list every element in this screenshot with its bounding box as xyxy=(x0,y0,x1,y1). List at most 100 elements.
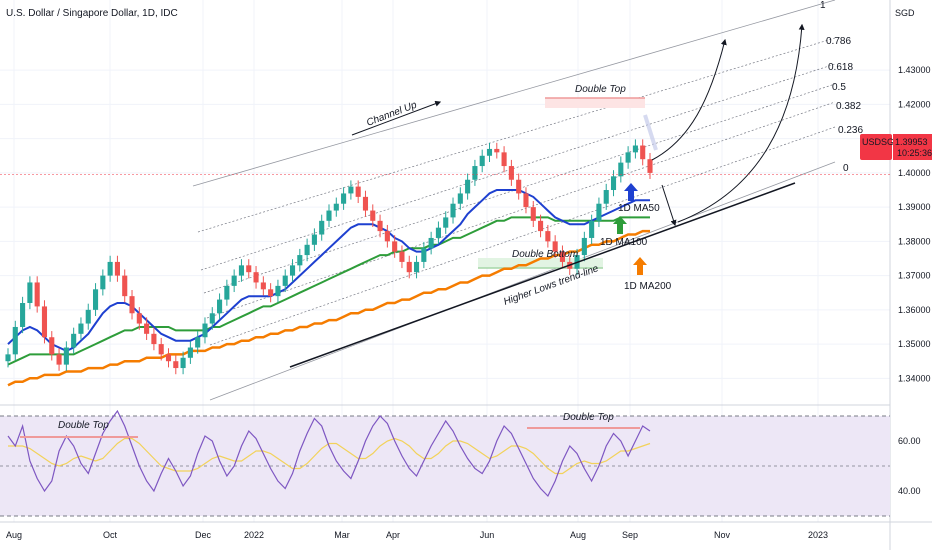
ma200-line xyxy=(7,229,650,387)
candle-body[interactable] xyxy=(413,261,420,273)
candle-body[interactable] xyxy=(71,333,77,348)
candle-body[interactable] xyxy=(27,282,33,303)
candle-body[interactable] xyxy=(618,162,624,177)
candle-body[interactable] xyxy=(530,207,536,221)
candle-body[interactable] xyxy=(596,203,602,221)
higher-lows-trendline[interactable] xyxy=(289,182,796,368)
candle-body[interactable] xyxy=(100,275,106,290)
candle-body[interactable] xyxy=(122,275,128,297)
candle-body[interactable] xyxy=(114,261,120,276)
candle-body[interactable] xyxy=(282,275,288,286)
candle-body[interactable] xyxy=(136,313,142,324)
candle-body[interactable] xyxy=(632,145,638,153)
candle-body[interactable] xyxy=(465,179,471,194)
price-axis[interactable]: 1.430001.420001.410001.400001.390001.380… xyxy=(898,65,931,383)
candle-body[interactable] xyxy=(516,179,522,194)
candle-body[interactable] xyxy=(355,186,361,197)
candle-body[interactable] xyxy=(5,354,11,362)
candle-body[interactable] xyxy=(479,155,485,167)
candle-body[interactable] xyxy=(92,289,99,310)
candle-body[interactable] xyxy=(78,323,84,334)
candle-body[interactable] xyxy=(151,333,157,345)
candle-body[interactable] xyxy=(304,244,310,256)
candle-body[interactable] xyxy=(552,241,558,252)
candle-body[interactable] xyxy=(443,217,449,228)
candle-body[interactable] xyxy=(538,220,544,232)
candle-body[interactable] xyxy=(610,176,617,191)
candle-body[interactable] xyxy=(603,190,609,204)
candle-body[interactable] xyxy=(399,251,405,262)
candle-body[interactable] xyxy=(319,220,325,235)
candle-body[interactable] xyxy=(180,357,186,369)
candle-body[interactable] xyxy=(450,203,456,218)
candle-body[interactable] xyxy=(238,265,245,276)
candle-body[interactable] xyxy=(107,261,113,276)
candle-body[interactable] xyxy=(508,166,514,180)
candle-body[interactable] xyxy=(34,282,40,307)
candle-body[interactable] xyxy=(581,237,587,256)
candle-body[interactable] xyxy=(246,265,252,273)
candle-body[interactable] xyxy=(472,166,478,180)
candle-body[interactable] xyxy=(406,261,412,273)
candle-body[interactable] xyxy=(457,193,463,204)
fib-label: 0.5 xyxy=(832,82,846,93)
candle-body[interactable] xyxy=(647,159,653,173)
candle-body[interactable] xyxy=(20,303,26,327)
candle-body[interactable] xyxy=(202,323,208,338)
fib-line xyxy=(206,101,836,319)
fib-channel[interactable]: 1 0.786 0.618 0.5 0.382 0.236 0 xyxy=(192,0,863,401)
candle-body[interactable] xyxy=(392,241,398,252)
time-tick-label: Apr xyxy=(386,530,400,540)
candle-body[interactable] xyxy=(625,152,631,163)
candle-body[interactable] xyxy=(384,231,390,242)
candle-body[interactable] xyxy=(12,326,18,355)
time-axis[interactable]: Aug Oct Dec 2022 Mar Apr Jun Aug Sep Nov 2023 xyxy=(6,530,828,540)
candle-body[interactable] xyxy=(275,285,281,297)
candle-body[interactable] xyxy=(158,344,164,355)
candle-body[interactable] xyxy=(370,210,376,221)
candle-body[interactable] xyxy=(268,289,274,297)
candle-body[interactable] xyxy=(41,306,48,338)
candle-body[interactable] xyxy=(165,354,172,362)
candle-body[interactable] xyxy=(333,203,339,211)
candle-body[interactable] xyxy=(377,220,383,232)
candle-body[interactable] xyxy=(311,234,317,245)
candle-body[interactable] xyxy=(260,282,266,290)
candle-body[interactable] xyxy=(231,275,237,286)
rsi-axis[interactable]: 60.00 40.00 xyxy=(898,436,921,496)
candle-body[interactable] xyxy=(640,145,646,160)
candle-body[interactable] xyxy=(326,210,332,221)
candle-body[interactable] xyxy=(297,255,303,266)
candle-body[interactable] xyxy=(63,347,69,365)
candle-body[interactable] xyxy=(348,186,354,194)
candle-body[interactable] xyxy=(56,354,62,365)
candle-body[interactable] xyxy=(129,296,135,314)
candle-body[interactable] xyxy=(545,231,551,242)
candle-body[interactable] xyxy=(85,309,91,324)
candle-body[interactable] xyxy=(217,299,223,314)
candle-body[interactable] xyxy=(428,237,434,249)
candle-body[interactable] xyxy=(173,361,179,369)
candle-body[interactable] xyxy=(486,148,493,156)
candle-body[interactable] xyxy=(289,265,296,276)
price-tick-label: 1.43000 xyxy=(898,65,931,75)
candle-body[interactable] xyxy=(195,337,201,348)
candles[interactable] xyxy=(5,139,653,375)
candle-body[interactable] xyxy=(501,152,507,167)
candle-body[interactable] xyxy=(49,337,55,355)
candle-body[interactable] xyxy=(435,227,441,238)
candle-body[interactable] xyxy=(362,196,369,211)
candle-body[interactable] xyxy=(187,347,193,358)
candle-body[interactable] xyxy=(494,148,500,153)
fib-label: 0.786 xyxy=(826,36,851,47)
candle-body[interactable] xyxy=(209,313,215,324)
candle-body[interactable] xyxy=(421,248,427,262)
candle-body[interactable] xyxy=(589,220,595,238)
candle-body[interactable] xyxy=(144,323,150,334)
candle-body[interactable] xyxy=(341,193,347,204)
candle-body[interactable] xyxy=(559,251,566,262)
candle-body[interactable] xyxy=(253,272,259,283)
candle-body[interactable] xyxy=(523,193,529,208)
candle-body[interactable] xyxy=(224,285,230,300)
